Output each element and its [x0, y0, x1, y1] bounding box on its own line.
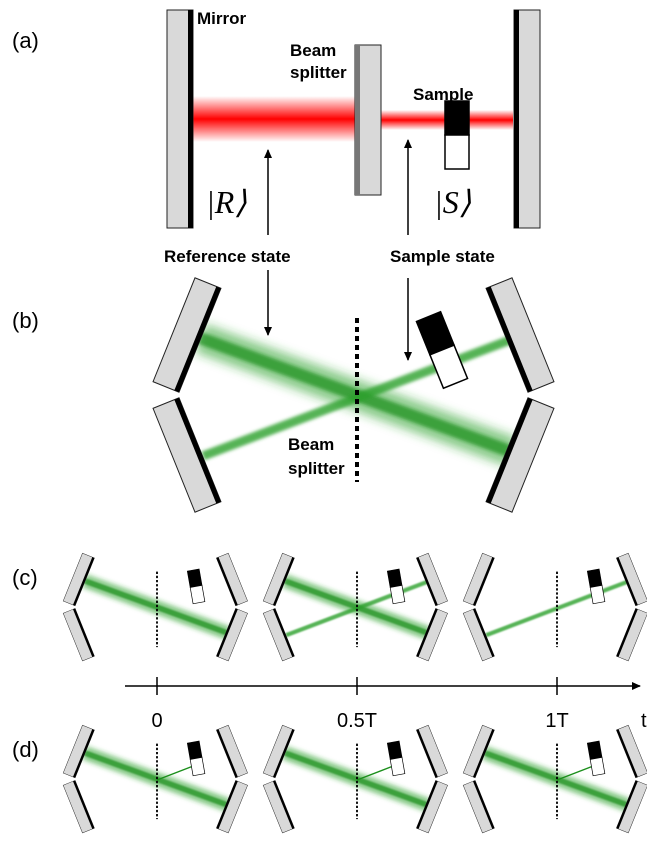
mirror-body	[63, 780, 94, 833]
sample-bottom	[590, 585, 605, 603]
panel-label: (b)	[12, 308, 39, 333]
mirror-body	[616, 608, 647, 661]
coupling-line	[357, 765, 395, 780]
beam-splitter-label: Beam	[288, 435, 334, 454]
mirror	[416, 553, 447, 606]
sample	[187, 741, 205, 776]
beam-splitter-label: splitter	[290, 63, 347, 82]
mirror-body	[216, 553, 247, 606]
time-axis-label: t	[641, 710, 647, 732]
mirror-body	[463, 780, 494, 833]
mirror	[167, 10, 193, 228]
mirror-coating	[514, 10, 519, 228]
sample	[587, 569, 605, 604]
setup	[463, 725, 647, 833]
mirror-label: Mirror	[197, 9, 247, 28]
time-tick-label: 1T	[545, 710, 568, 732]
sample-label: Sample	[413, 85, 473, 104]
mirror	[514, 10, 540, 228]
sample	[587, 741, 605, 776]
setup	[463, 553, 647, 661]
sample-top	[387, 569, 402, 587]
sample-top	[587, 569, 602, 587]
sample	[387, 741, 405, 776]
sample	[445, 101, 469, 169]
mirror-body	[486, 278, 554, 392]
mirror	[263, 780, 294, 833]
red-beam	[193, 96, 355, 142]
sample-top	[187, 741, 202, 759]
mirror	[416, 725, 447, 778]
sample-bottom	[190, 757, 205, 775]
sample-top	[445, 101, 469, 135]
mirror	[63, 608, 94, 661]
panel-label: (c)	[12, 565, 38, 590]
mirror	[216, 725, 247, 778]
coupling-line	[157, 765, 195, 780]
setup	[63, 725, 247, 833]
mirror-body	[463, 553, 494, 606]
setup	[153, 278, 554, 512]
ket: |R⟩	[206, 184, 247, 220]
figure: (a) Mirror Beam splitter Sample |R⟩ |S⟩ …	[0, 0, 647, 843]
mirror-body	[616, 725, 647, 778]
sample-top	[187, 569, 202, 587]
beam-splitter-label: splitter	[288, 459, 345, 478]
sample-bottom	[590, 757, 605, 775]
state-label: Sample state	[390, 247, 495, 266]
mirror-body	[216, 725, 247, 778]
setup	[63, 553, 247, 661]
mirror-coating	[188, 10, 193, 228]
mirror	[616, 553, 647, 606]
mirror	[463, 780, 494, 833]
sample-bottom	[390, 757, 405, 775]
sample-bottom	[445, 135, 469, 169]
mirror-body	[616, 553, 647, 606]
sample-bottom	[390, 585, 405, 603]
mirror	[216, 553, 247, 606]
beam-splitter-label: Beam	[290, 41, 336, 60]
mirror-body	[416, 725, 447, 778]
time-tick-label: 0	[151, 710, 162, 732]
panel-label: (a)	[12, 28, 39, 53]
mirror	[616, 608, 647, 661]
sample-top	[587, 741, 602, 759]
panel-label: (d)	[12, 737, 39, 762]
mirror	[355, 45, 381, 195]
sample-bottom	[190, 585, 205, 603]
time-tick-label: 0.5T	[337, 710, 377, 732]
setup	[263, 725, 447, 833]
mirror-coating	[355, 45, 360, 195]
mirror-body	[63, 608, 94, 661]
setup	[263, 553, 447, 661]
mirror	[63, 780, 94, 833]
sample	[387, 569, 405, 604]
sample	[187, 569, 205, 604]
ket: |S⟩	[434, 184, 472, 220]
coupling-line	[557, 765, 595, 780]
mirror-body	[263, 780, 294, 833]
sample-top	[387, 741, 402, 759]
state-label: Reference state	[164, 247, 291, 266]
mirror-body	[416, 553, 447, 606]
mirror	[486, 278, 554, 392]
mirror	[463, 553, 494, 606]
mirror	[616, 725, 647, 778]
